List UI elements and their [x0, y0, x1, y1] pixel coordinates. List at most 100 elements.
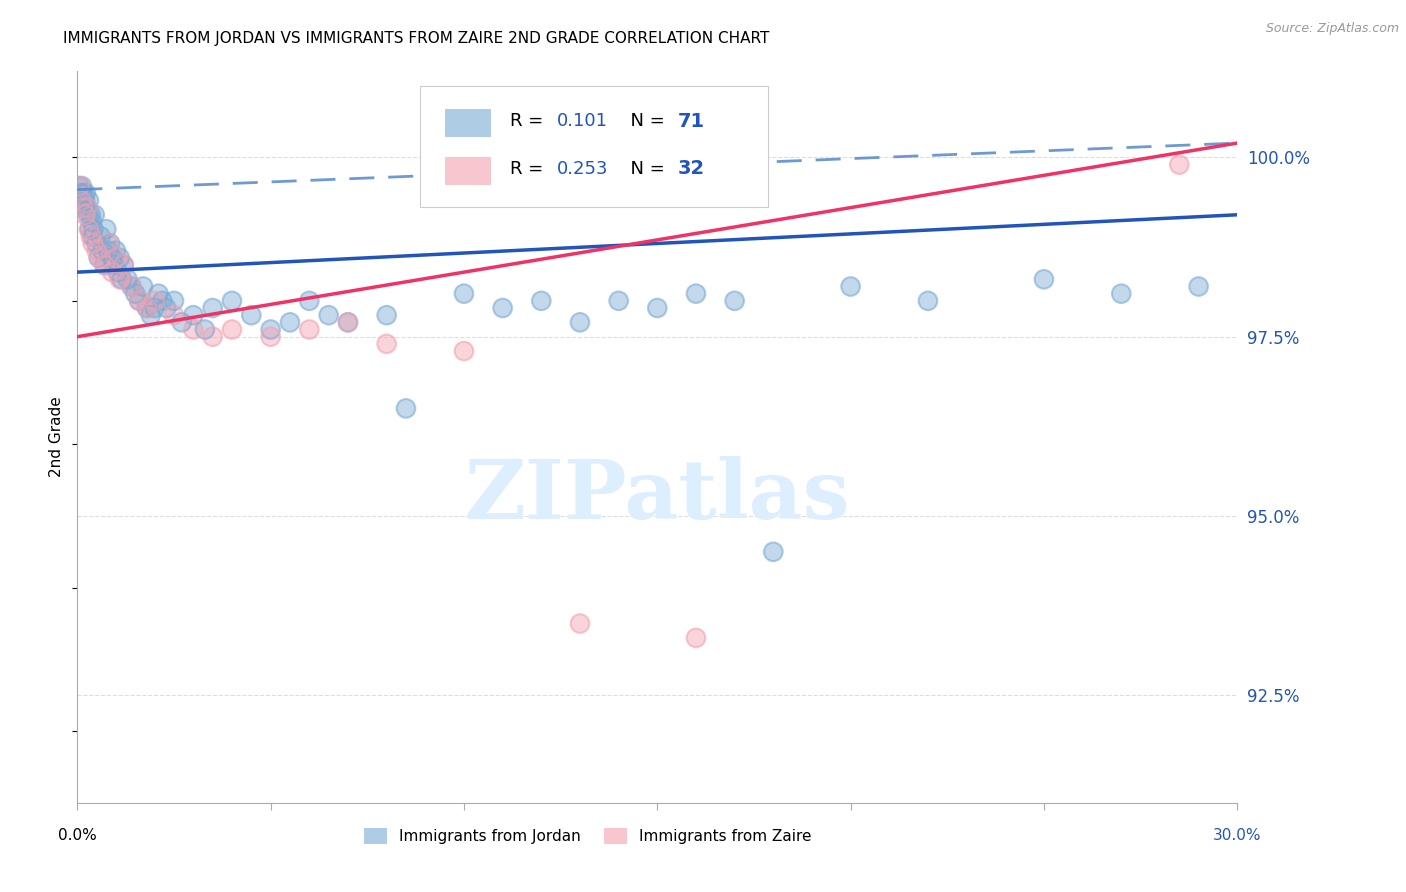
Point [128, 293, 150, 308]
Point [163, 293, 186, 308]
Point [91, 244, 114, 258]
Text: N =: N = [619, 112, 671, 130]
Point [87, 251, 110, 265]
Point [221, 322, 243, 336]
Legend: Immigrants from Jordan, Immigrants from Zaire: Immigrants from Jordan, Immigrants from … [359, 822, 817, 850]
Point [298, 293, 321, 308]
Point [201, 329, 224, 343]
Point [105, 251, 127, 265]
Point [117, 272, 139, 286]
Point [80, 229, 103, 244]
Point [685, 631, 707, 645]
Point [1187, 279, 1209, 293]
Point [82, 229, 104, 244]
Point [163, 293, 186, 308]
Text: R =: R = [510, 160, 548, 178]
Point [108, 251, 131, 265]
Point [298, 322, 321, 336]
Point [298, 322, 321, 336]
Point [917, 293, 939, 308]
Point [82, 236, 104, 251]
Point [83, 208, 105, 222]
Point [135, 301, 157, 315]
Point [67, 179, 90, 194]
Point [87, 251, 110, 265]
Point [375, 308, 398, 322]
Point [259, 329, 281, 343]
Point [79, 222, 101, 236]
Point [453, 344, 475, 359]
Point [86, 236, 108, 251]
Point [336, 315, 359, 329]
FancyBboxPatch shape [419, 86, 768, 207]
Point [83, 208, 105, 222]
Point [108, 251, 131, 265]
Point [221, 293, 243, 308]
Point [97, 244, 120, 258]
Point [183, 308, 205, 322]
Point [163, 308, 186, 322]
Point [82, 229, 104, 244]
Point [67, 179, 90, 194]
Point [83, 222, 105, 236]
Point [101, 251, 124, 265]
Point [103, 258, 125, 272]
Point [1187, 279, 1209, 293]
Text: N =: N = [619, 160, 671, 178]
Point [97, 244, 120, 258]
Point [170, 315, 193, 329]
Point [93, 258, 115, 272]
Point [1032, 272, 1054, 286]
Point [105, 251, 127, 265]
Point [201, 301, 224, 315]
Point [1111, 286, 1133, 301]
Text: Source: ZipAtlas.com: Source: ZipAtlas.com [1265, 22, 1399, 36]
Point [139, 308, 162, 322]
Point [128, 293, 150, 308]
Point [77, 194, 100, 208]
Point [97, 236, 120, 251]
Point [90, 251, 111, 265]
Point [1168, 158, 1191, 172]
Point [143, 293, 166, 308]
Point [240, 308, 263, 322]
Point [152, 293, 174, 308]
Point [143, 301, 166, 315]
Point [647, 301, 669, 315]
Point [298, 293, 321, 308]
Point [76, 201, 98, 215]
Point [375, 336, 398, 351]
Point [80, 229, 103, 244]
Point [607, 293, 630, 308]
Point [336, 315, 359, 329]
Point [107, 265, 129, 279]
Point [568, 315, 592, 329]
Point [647, 301, 669, 315]
Point [155, 301, 177, 315]
Point [395, 401, 418, 416]
Point [762, 545, 785, 559]
Point [139, 308, 162, 322]
Point [259, 322, 281, 336]
Point [75, 208, 96, 222]
Text: ZIPatlas: ZIPatlas [464, 456, 851, 535]
Point [73, 201, 96, 215]
Text: IMMIGRANTS FROM JORDAN VS IMMIGRANTS FROM ZAIRE 2ND GRADE CORRELATION CHART: IMMIGRANTS FROM JORDAN VS IMMIGRANTS FRO… [63, 31, 769, 46]
Point [111, 272, 134, 286]
Point [93, 258, 115, 272]
Point [1032, 272, 1054, 286]
Point [240, 308, 263, 322]
Point [120, 279, 143, 293]
Point [128, 293, 150, 308]
Point [120, 279, 143, 293]
Point [101, 251, 124, 265]
Point [135, 301, 157, 315]
Point [76, 201, 98, 215]
Bar [446, 110, 492, 137]
Point [170, 315, 193, 329]
Point [108, 272, 131, 286]
Point [69, 186, 91, 201]
Point [76, 201, 98, 215]
Point [375, 336, 398, 351]
Point [194, 322, 217, 336]
